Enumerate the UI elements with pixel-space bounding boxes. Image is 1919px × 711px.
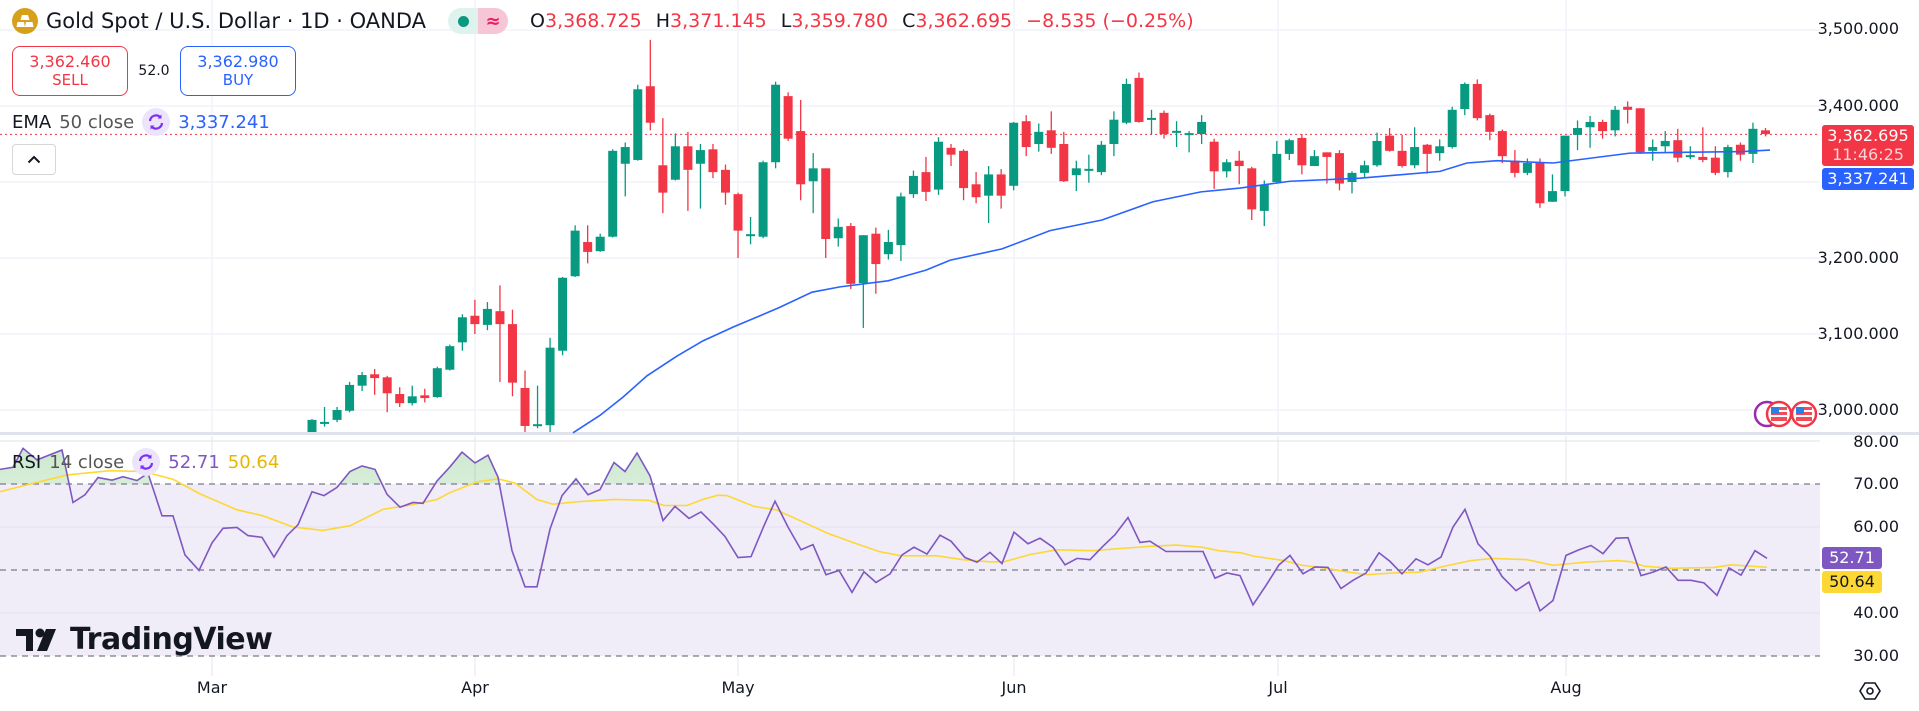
economic-events-markers[interactable]: [1752, 399, 1820, 429]
symbol-legend: Gold Spot / U.S. Dollar · 1D · OANDA ≈ O…: [12, 8, 1202, 34]
buy-price: 3,362.980: [197, 52, 279, 71]
time-axis-label: Jun: [1001, 678, 1027, 697]
symbol-title[interactable]: Gold Spot / U.S. Dollar · 1D · OANDA: [46, 9, 427, 33]
buy-button[interactable]: 3,362.980 BUY: [180, 46, 296, 96]
market-open-dot-icon: [448, 8, 479, 34]
sell-button[interactable]: 3,362.460 SELL: [12, 46, 128, 96]
status-pill[interactable]: ≈: [448, 8, 509, 34]
rsi-value: 52.71: [168, 451, 220, 473]
buy-label: BUY: [222, 71, 254, 89]
rsi-ma-value-tag: 50.64: [1822, 571, 1882, 593]
ema-name: EMA: [12, 111, 52, 133]
bar-countdown: 11:46:25: [1832, 145, 1904, 164]
rsi-axis-label: 70.00: [1853, 474, 1899, 493]
change-value: −8.535 (−0.25%): [1026, 10, 1194, 32]
time-axis-label: Mar: [196, 678, 228, 697]
settings-hexagon-icon[interactable]: [1859, 680, 1881, 702]
high-label: H: [655, 10, 671, 32]
sync-icon[interactable]: [142, 108, 171, 136]
price-axis-label: 3,500.000: [1817, 19, 1899, 38]
tradingview-logo-text: TradingView: [70, 622, 273, 657]
rsi-value-tag: 52.71: [1822, 547, 1882, 569]
ema-price-tag: 3,337.241: [1822, 168, 1914, 190]
high-value: 3,371.145: [670, 10, 767, 32]
last-price: 3,362.695: [1827, 126, 1909, 145]
rsi-params: 14 close: [49, 451, 125, 473]
close-value: 3,362.695: [915, 10, 1013, 32]
rsi-ma-line: [0, 469, 1768, 576]
rsi-ma-value: 50.64: [227, 451, 280, 473]
rsi-legend[interactable]: RSI 14 close 52.71 50.64: [12, 448, 279, 476]
tradingview-logo-icon: [16, 628, 56, 651]
time-axis-label: Aug: [1550, 678, 1582, 697]
delayed-data-approx-icon: ≈: [478, 8, 509, 34]
chevron-up-icon: [27, 155, 41, 164]
spread-value: 52.0: [138, 63, 170, 79]
price-axis-label: 3,100.000: [1817, 324, 1899, 343]
ohlc-values: O3,368.725 H3,371.145 L3,359.780 C3,362.…: [530, 10, 1202, 32]
rsi-axis-label: 60.00: [1853, 517, 1899, 536]
ema-legend[interactable]: EMA 50 close 3,337.241: [12, 108, 270, 136]
us-flag-icon: [1790, 400, 1818, 428]
rsi-axis-label: 30.00: [1853, 646, 1899, 665]
price-axis-label: 3,200.000: [1817, 248, 1899, 267]
rsi-axis-label: 40.00: [1853, 603, 1899, 622]
open-value: 3,368.725: [545, 10, 642, 32]
tradingview-logo[interactable]: TradingView: [16, 622, 273, 657]
rsi-name: RSI: [12, 451, 42, 473]
open-label: O: [530, 10, 545, 32]
sync-icon[interactable]: [132, 448, 161, 476]
time-axis-label: Jul: [1268, 678, 1288, 697]
low-label: L: [780, 10, 792, 32]
sell-label: SELL: [52, 71, 88, 89]
gold-bars-icon: [12, 8, 38, 34]
low-value: 3,359.780: [791, 10, 889, 32]
rsi-axis-label: 80.00: [1853, 432, 1899, 451]
candlestick-series: [307, 39, 1770, 432]
rsi-line: [0, 447, 1768, 613]
us-flag-icon: [1765, 400, 1793, 428]
last-price-tag: 3,362.695 11:46:25: [1822, 125, 1914, 166]
ema-line: [572, 149, 1771, 434]
close-label: C: [902, 10, 916, 32]
sell-price: 3,362.460: [29, 52, 111, 71]
ema-value: 3,337.241: [178, 111, 270, 133]
time-axis-label: Apr: [461, 678, 489, 697]
time-axis-label: May: [721, 678, 755, 697]
trade-panel: 3,362.460 SELL 52.0 3,362.980 BUY: [12, 46, 296, 96]
price-axis-label: 3,400.000: [1817, 96, 1899, 115]
ema-params: 50 close: [59, 111, 135, 133]
collapse-legend-button[interactable]: [12, 144, 56, 175]
price-axis-label: 3,000.000: [1817, 400, 1899, 419]
